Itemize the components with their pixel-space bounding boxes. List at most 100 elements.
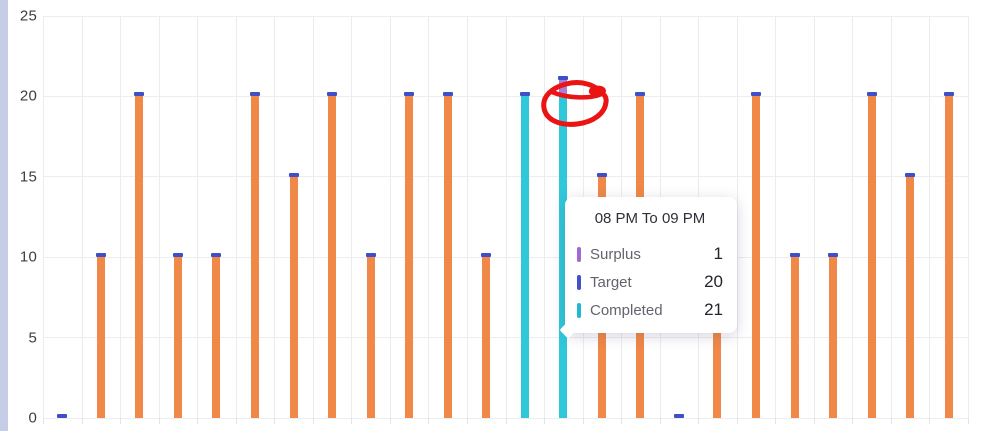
target-bar[interactable] [405, 96, 414, 418]
tooltip-row-label: Target [590, 273, 632, 291]
vertical-gridline [120, 16, 122, 418]
vertical-gridline [158, 16, 160, 418]
left-edge-strip [0, 0, 8, 431]
vertical-gridline [351, 16, 353, 418]
x-axis-tick [351, 418, 353, 424]
target-bar[interactable] [829, 257, 838, 418]
target-cap-dash[interactable] [866, 92, 877, 97]
tooltip-row-label: Completed [590, 301, 663, 319]
target-bar[interactable] [790, 257, 799, 418]
target-bar[interactable] [212, 257, 221, 418]
x-axis-tick [428, 418, 430, 424]
x-axis-tick [698, 418, 700, 424]
y-axis-tick-label: 20 [19, 87, 37, 105]
x-axis-tick [813, 418, 815, 424]
target-bar[interactable] [289, 176, 298, 418]
vertical-gridline [968, 16, 969, 418]
vertical-gridline [235, 16, 237, 418]
x-axis-tick [158, 418, 160, 424]
target-bar[interactable] [906, 176, 915, 418]
vertical-gridline [775, 16, 777, 418]
target-bar[interactable] [944, 96, 953, 418]
target-cap-dash[interactable] [519, 92, 530, 97]
x-axis-tick [890, 418, 892, 424]
tooltip-title: 08 PM To 09 PM [594, 210, 706, 227]
x-axis-tick [235, 418, 237, 424]
x-axis-tick [389, 418, 391, 424]
completed-marker-icon [577, 302, 581, 318]
x-axis-tick [775, 418, 777, 424]
vertical-gridline [852, 16, 854, 418]
target-cap-dash[interactable] [481, 253, 492, 258]
target-marker-icon [577, 274, 581, 290]
target-cap-dash[interactable] [57, 414, 68, 418]
target-cap-dash[interactable] [288, 172, 299, 177]
target-bar[interactable] [96, 257, 105, 418]
x-axis-tick [852, 418, 854, 424]
x-axis-tick [621, 418, 623, 424]
y-axis-tick-label: 25 [19, 7, 37, 25]
target-bar[interactable] [482, 257, 491, 418]
x-axis-tick [312, 418, 314, 424]
target-cap-dash[interactable] [596, 172, 607, 177]
tooltip-row-value: 1 [713, 244, 723, 263]
target-cap-dash[interactable] [943, 92, 954, 97]
vertical-gridline [813, 16, 815, 418]
chart-tooltip: 08 PM To 09 PM Surplus 1 Target 20 Compl… [559, 197, 737, 339]
vertical-gridline [43, 16, 44, 418]
vertical-gridline [736, 16, 738, 418]
tooltip-row-label: Surplus [590, 245, 641, 263]
target-cap-dash[interactable] [404, 92, 415, 97]
surplus-marker-icon [577, 246, 581, 262]
target-cap-dash[interactable] [211, 253, 222, 258]
completed-bar[interactable] [520, 96, 529, 418]
vertical-gridline [81, 16, 83, 418]
target-cap-dash[interactable] [327, 92, 338, 97]
target-cap-dash[interactable] [442, 92, 453, 97]
y-axis-tick-label: 15 [19, 168, 37, 186]
target-bar[interactable] [867, 96, 876, 418]
target-bar[interactable] [443, 96, 452, 418]
y-axis-tick-label: 5 [28, 329, 37, 347]
x-axis-tick [197, 418, 199, 424]
x-axis-tick [120, 418, 122, 424]
x-axis-tick [43, 418, 44, 424]
target-bar[interactable] [173, 257, 182, 418]
target-cap-dash[interactable] [673, 414, 684, 418]
tooltip-row-target: Target 20 [577, 268, 723, 296]
target-cap-dash[interactable] [905, 172, 916, 177]
target-bar[interactable] [366, 257, 375, 418]
target-cap-dash[interactable] [558, 76, 569, 81]
tooltip-row-value: 21 [704, 300, 723, 319]
target-cap-dash[interactable] [365, 253, 376, 258]
vertical-gridline [197, 16, 199, 418]
target-cap-dash[interactable] [635, 92, 646, 97]
x-axis-tick [274, 418, 276, 424]
x-axis-tick [659, 418, 661, 424]
x-axis-tick [466, 418, 468, 424]
tooltip-row-surplus: Surplus 1 [577, 240, 723, 268]
x-axis-tick [736, 418, 738, 424]
target-bar[interactable] [135, 96, 144, 418]
tooltip-row-value: 20 [704, 272, 723, 291]
target-bar[interactable] [713, 257, 722, 418]
target-cap-dash[interactable] [789, 253, 800, 258]
target-cap-dash[interactable] [172, 253, 183, 258]
tooltip-row-completed: Completed 21 [577, 296, 723, 324]
target-cap-dash[interactable] [249, 92, 260, 97]
vertical-gridline [929, 16, 931, 418]
target-cap-dash[interactable] [134, 92, 145, 97]
vertical-gridline [389, 16, 391, 418]
completed-bar[interactable] [559, 96, 568, 418]
surplus-bar-segment[interactable] [559, 80, 568, 97]
target-cap-dash[interactable] [751, 92, 762, 97]
vertical-gridline [428, 16, 430, 418]
target-cap-dash[interactable] [95, 253, 106, 258]
target-bar[interactable] [752, 96, 761, 418]
target-bar[interactable] [250, 96, 259, 418]
vertical-gridline [890, 16, 892, 418]
target-bar[interactable] [328, 96, 337, 418]
target-cap-dash[interactable] [828, 253, 839, 258]
